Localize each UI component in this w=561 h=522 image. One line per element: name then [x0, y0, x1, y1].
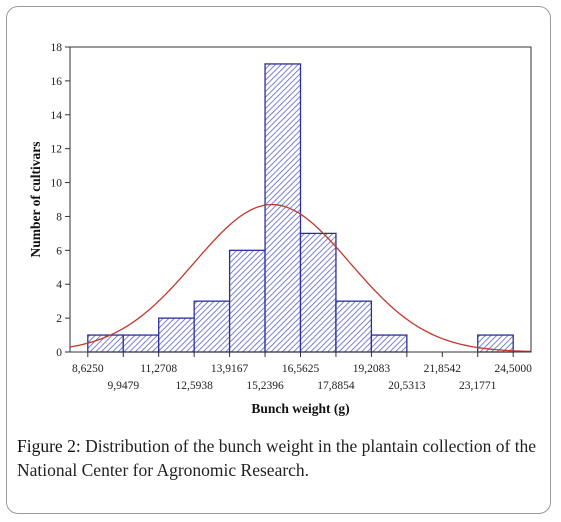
y-tick-label: 16 [51, 76, 63, 88]
x-tick-label: 16,5625 [282, 363, 320, 375]
x-tick-label: 17,8854 [317, 380, 355, 392]
histogram-bar-4 [193, 300, 231, 353]
x-tick-label: 8,6250 [72, 363, 104, 375]
x-tick-label: 12,5938 [175, 380, 213, 392]
x-axis-label: Bunch weight (g) [251, 401, 349, 416]
x-tick-label: 9,9479 [107, 380, 139, 392]
y-tick-label: 6 [56, 245, 62, 257]
y-tick-label: 2 [56, 313, 62, 325]
y-tick-label: 10 [51, 178, 63, 190]
x-tick-label: 19,2083 [353, 363, 391, 375]
histogram-bar-8 [335, 300, 373, 353]
x-tick-label: 20,5313 [388, 380, 426, 392]
y-tick-label: 14 [51, 110, 63, 122]
normal-curve [69, 203, 532, 353]
x-tick-label: 15,2396 [246, 380, 284, 392]
figure-caption: Figure 2: Distribution of the bunch weig… [17, 434, 547, 482]
x-tick-label: 23,1771 [459, 380, 497, 392]
y-tick-label: 0 [56, 347, 62, 359]
histogram-bar-9 [370, 334, 408, 353]
y-tick-label: 4 [56, 279, 62, 291]
y-tick-label: 8 [56, 211, 62, 223]
x-tick-label: 13,9167 [211, 363, 249, 375]
histogram-bar-6 [264, 63, 302, 353]
histogram-bar-5 [228, 249, 266, 353]
y-tick-label: 18 [51, 42, 63, 54]
caption-label: Figure 2: [17, 436, 81, 456]
histogram-bar-2 [122, 334, 160, 353]
x-tick-label: 24,5000 [495, 363, 533, 375]
caption-text: Distribution of the bunch weight in the … [17, 436, 537, 480]
x-tick-label: 11,2708 [140, 363, 177, 375]
y-tick-label: 12 [51, 144, 63, 156]
x-tick-label: 21,8542 [424, 363, 462, 375]
histogram-bar-3 [158, 317, 195, 353]
histogram-bar-7 [299, 232, 337, 353]
y-axis-label: Number of cultivars [28, 142, 43, 258]
